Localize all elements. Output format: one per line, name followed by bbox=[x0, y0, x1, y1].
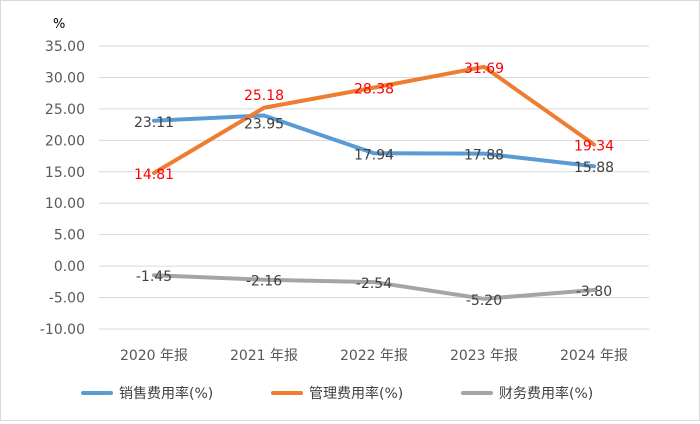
y-tick-label: 15.00 bbox=[45, 165, 85, 181]
y-tick-label: 5.00 bbox=[54, 228, 85, 244]
data-label: 28.38 bbox=[354, 82, 394, 98]
y-axis-tick-labels: 35.00 30.00 25.00 20.00 15.00 10.00 5.00 0.00 -5… bbox=[40, 39, 85, 338]
data-label: -5.20 bbox=[466, 293, 502, 309]
y-tick-label: 20.00 bbox=[45, 133, 85, 149]
y-tick-label: 35.00 bbox=[45, 39, 85, 55]
legend-label: 管理费用率(%) bbox=[309, 385, 403, 402]
data-labels: 23.11 23.95 17.94 17.88 15.88 14.81 25.18 28.38… bbox=[134, 61, 614, 309]
y-tick-label: 0.00 bbox=[54, 259, 85, 275]
data-label: -2.54 bbox=[356, 276, 392, 292]
x-tick-label: 2023 年报 bbox=[450, 348, 518, 364]
series-line-3 bbox=[152, 273, 596, 301]
data-label: 14.81 bbox=[134, 167, 174, 183]
y-tick-label: -5.00 bbox=[49, 291, 85, 307]
series-lines bbox=[152, 64, 596, 301]
x-tick-label: 2024 年报 bbox=[560, 348, 628, 364]
series-line-1 bbox=[152, 113, 596, 169]
legend-label: 财务费用率(%) bbox=[499, 385, 593, 402]
legend: 销售费用率(%) 管理费用率(%) 财务费用率(%) bbox=[81, 385, 593, 402]
x-axis-tick-labels: 2020 年报 2021 年报 2022 年报 2023 年报 2024 年报 bbox=[120, 348, 628, 364]
data-label: 25.18 bbox=[244, 88, 284, 104]
y-axis-unit-label: % bbox=[53, 17, 65, 32]
series-line-2 bbox=[152, 64, 596, 175]
data-label: 23.95 bbox=[244, 116, 284, 132]
data-label: 19.34 bbox=[574, 138, 614, 154]
y-tick-label: -10.00 bbox=[40, 322, 85, 338]
data-label: 15.88 bbox=[574, 160, 614, 176]
data-label: -2.16 bbox=[246, 274, 282, 290]
gridlines bbox=[99, 45, 649, 330]
data-label: 17.94 bbox=[354, 147, 394, 163]
y-tick-label: 10.00 bbox=[45, 196, 85, 212]
legend-label: 销售费用率(%) bbox=[119, 385, 213, 402]
x-tick-label: 2020 年报 bbox=[120, 348, 188, 364]
data-label: 23.11 bbox=[134, 115, 174, 131]
y-tick-label: 25.00 bbox=[45, 102, 85, 118]
data-label: -1.45 bbox=[136, 269, 172, 285]
data-label: 31.69 bbox=[464, 61, 504, 77]
data-label: -3.80 bbox=[576, 284, 612, 300]
y-tick-label: 30.00 bbox=[45, 70, 85, 86]
data-label: 17.88 bbox=[464, 148, 504, 164]
x-tick-label: 2021 年报 bbox=[230, 348, 298, 364]
x-tick-label: 2022 年报 bbox=[340, 348, 408, 364]
